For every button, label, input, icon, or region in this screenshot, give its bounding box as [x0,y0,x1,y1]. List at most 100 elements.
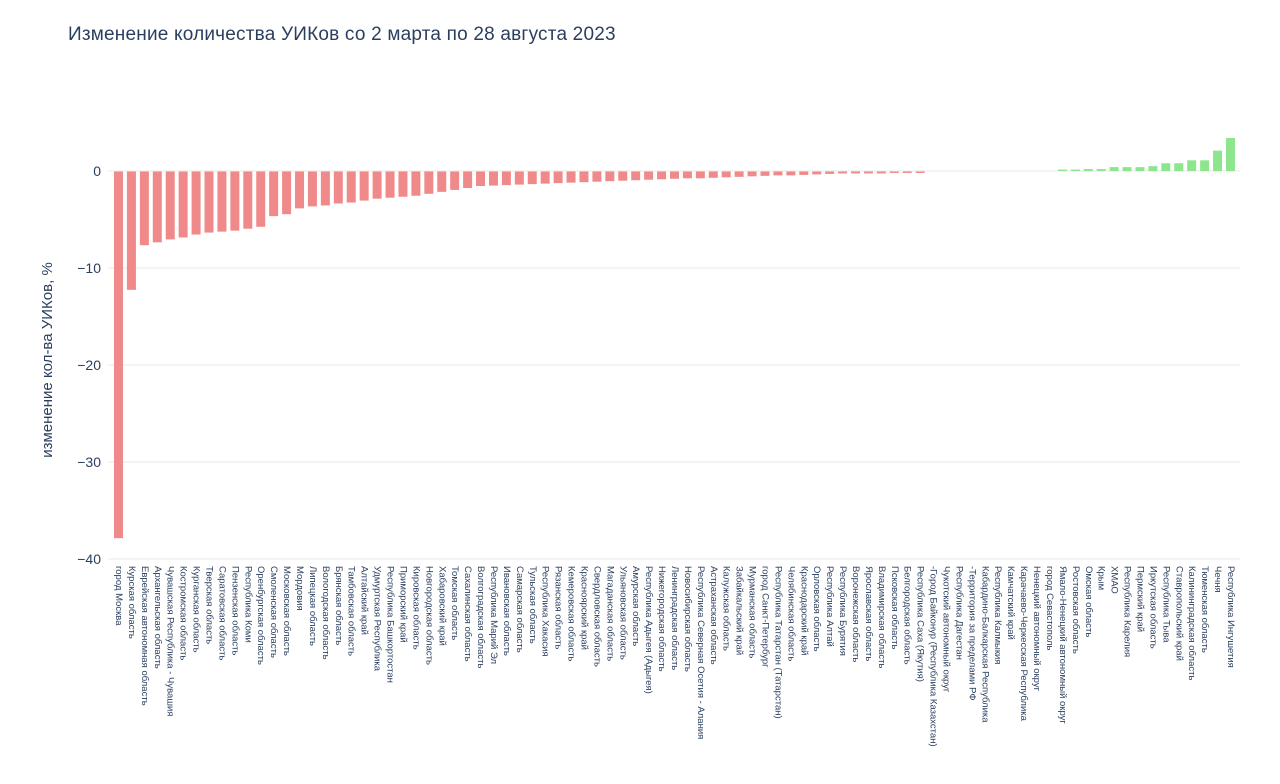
bar[interactable] [708,171,718,178]
x-tick-label: Карачаево-Черкесская Республика [1018,566,1029,722]
x-tick-label: Пензенская область [229,566,240,656]
bar[interactable] [605,171,615,182]
bar[interactable] [501,171,511,186]
bar[interactable] [1057,169,1067,171]
bar[interactable] [644,171,654,180]
bar[interactable] [812,171,822,175]
bar[interactable] [295,171,305,209]
y-tick-label: −40 [77,551,101,567]
bar[interactable] [359,171,369,201]
bar[interactable] [346,171,356,203]
x-tick-label: Брянская область [333,566,344,645]
bar[interactable] [514,171,524,185]
bar[interactable] [838,171,848,174]
bar[interactable] [437,171,447,192]
bar[interactable] [178,171,188,238]
bar[interactable] [152,171,162,243]
bar[interactable] [217,171,227,232]
x-tick-label: Республика Калмыкия [992,566,1003,664]
bar[interactable] [773,171,783,176]
bar[interactable] [618,171,628,181]
bar[interactable] [269,171,279,217]
bar[interactable] [799,171,809,175]
bar[interactable] [1109,167,1119,171]
x-tick-label: Кировская область [410,566,421,650]
bar[interactable] [579,171,589,183]
bar[interactable] [1148,166,1158,171]
bar[interactable] [863,171,873,174]
bar[interactable] [488,171,498,186]
bar[interactable] [786,171,796,176]
bar[interactable] [1187,160,1197,171]
bar[interactable] [825,171,835,174]
bar[interactable] [450,171,460,190]
x-tick-label: Архангельская область [152,566,163,669]
bar[interactable] [230,171,240,231]
bar[interactable] [553,171,563,184]
x-tick-label: Оренбургская область [255,566,266,665]
bar[interactable] [592,171,602,182]
bar[interactable] [540,171,550,184]
bar[interactable] [851,171,861,174]
y-tick-label: −30 [77,454,101,470]
bar[interactable] [1174,163,1184,171]
bar[interactable] [476,171,486,187]
bar[interactable] [282,171,292,215]
bar[interactable] [695,171,705,179]
x-tick-label: Чукотский автономный округ [941,566,952,693]
bar[interactable] [307,171,317,207]
x-tick-label: Республика Коми [242,566,253,643]
bar[interactable] [1200,160,1210,171]
bar[interactable] [165,171,175,240]
bar[interactable] [1122,167,1132,171]
bar[interactable] [1225,138,1235,171]
bar[interactable] [760,171,770,176]
bar[interactable] [256,171,266,227]
bar[interactable] [566,171,576,183]
bar[interactable] [191,171,201,235]
x-tick-label: город Санкт-Петербург [760,566,771,668]
bar[interactable] [682,171,692,179]
x-tick-label: Красноярский край [578,566,589,650]
bar[interactable] [527,171,537,185]
bar[interactable] [398,171,408,197]
x-tick-label: Сахалинская область [462,566,473,662]
bar[interactable] [902,171,912,173]
bar[interactable] [372,171,382,199]
x-tick-label: Приморский край [397,566,408,643]
bar[interactable] [424,171,434,194]
bar[interactable] [631,171,641,181]
x-tick-label: Крым [1096,566,1107,590]
bar[interactable] [411,171,421,196]
bar[interactable] [1213,150,1223,171]
bar[interactable] [114,171,123,539]
bar[interactable] [204,171,214,233]
x-tick-label: -Город Байконур (Республика Казахстан) [928,566,939,747]
bar[interactable] [876,171,886,174]
bar[interactable] [139,171,149,246]
x-tick-label: Калининградская область [1186,566,1197,680]
bar[interactable] [320,171,330,206]
bar[interactable] [1096,169,1106,171]
bar[interactable] [1083,169,1093,171]
bar[interactable] [333,171,343,204]
bar[interactable] [669,171,679,179]
x-tick-label: -Территория за пределами РФ [966,566,977,701]
bar[interactable] [385,171,395,198]
x-tick-label: Забайкальский край [734,566,745,655]
bar[interactable] [747,171,757,177]
bar[interactable] [889,171,899,173]
bar[interactable] [126,171,136,290]
bar[interactable] [1161,163,1171,171]
chart-title: Изменение количества УИКов со 2 марта по… [68,24,616,45]
bar[interactable] [721,171,731,178]
bar[interactable] [243,171,253,229]
x-tick-label: Камчатский край [1005,566,1016,640]
bar[interactable] [657,171,667,180]
bar[interactable] [915,171,925,173]
bar[interactable] [1135,167,1145,171]
bar[interactable] [1070,169,1080,171]
bar[interactable] [734,171,744,177]
bar[interactable] [463,171,473,188]
